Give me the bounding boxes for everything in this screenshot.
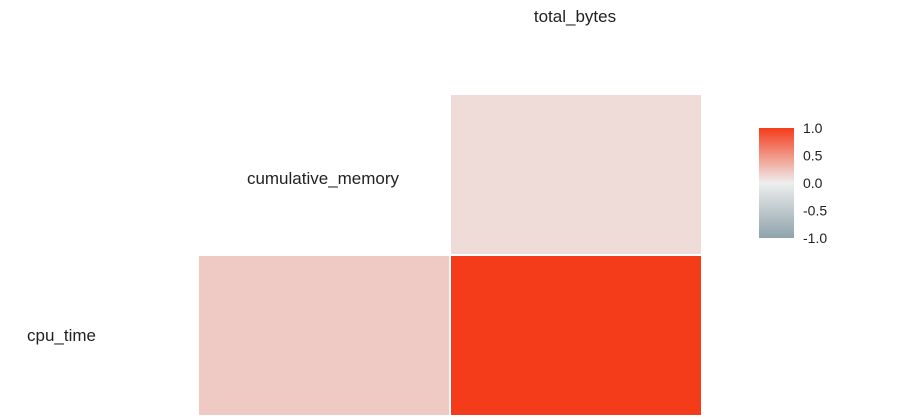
heatmap-cell-cpu-time-cumulative-memory	[199, 256, 449, 415]
heatmap-cell-cpu-time-total-bytes	[451, 256, 701, 415]
color-legend: 1.0 0.5 0.0 -0.5 -1.0	[759, 120, 827, 246]
heatmap-cells	[199, 95, 701, 415]
heatmap-cell-cumulative-memory-total-bytes	[451, 95, 701, 254]
row-label-cpu-time: cpu_time	[27, 326, 96, 345]
legend-tick-label: 0.0	[803, 175, 823, 191]
legend-tick-label: 1.0	[803, 120, 823, 136]
row-label-cumulative-memory: cumulative_memory	[247, 169, 400, 188]
legend-tick-label: -0.5	[803, 203, 827, 219]
legend-colorbar	[759, 128, 794, 238]
column-label-total-bytes: total_bytes	[534, 7, 616, 26]
legend-tick-label: -1.0	[803, 230, 827, 246]
legend-tick-label: 0.5	[803, 148, 823, 164]
